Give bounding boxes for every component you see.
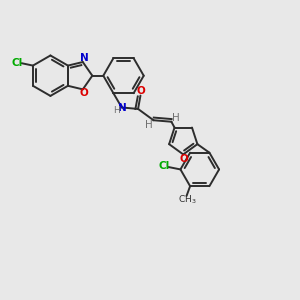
- Text: N: N: [118, 103, 127, 113]
- Text: H: H: [172, 113, 180, 123]
- Text: H: H: [146, 120, 153, 130]
- Text: O: O: [80, 88, 88, 98]
- Text: Cl: Cl: [11, 58, 23, 68]
- Text: O: O: [179, 154, 188, 164]
- Text: H: H: [114, 106, 120, 115]
- Text: Cl: Cl: [159, 161, 170, 171]
- Text: CH$_3$: CH$_3$: [178, 193, 196, 206]
- Text: N: N: [80, 53, 88, 63]
- Text: O: O: [136, 86, 145, 96]
